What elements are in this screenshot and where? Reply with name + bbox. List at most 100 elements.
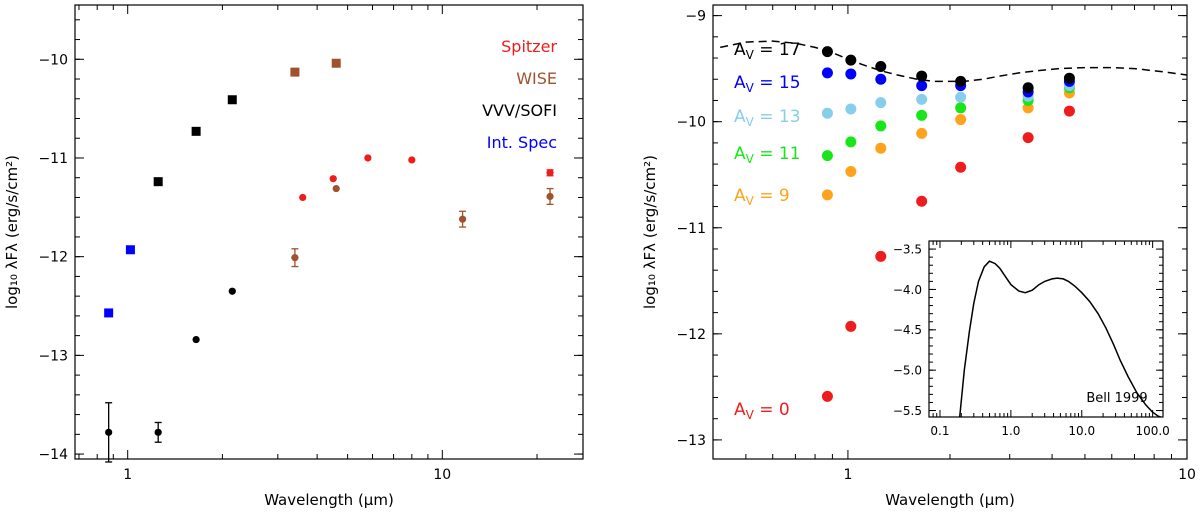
data-point [332,184,340,193]
data-point [154,428,162,436]
data-point [125,245,135,255]
data-point [331,58,341,68]
series-label-subscript: V [746,194,755,208]
series-label-value: = 13 [754,107,801,127]
data-point [916,109,928,121]
data-point [821,390,833,402]
y-axis-label: log₁₀ λFλ (erg/s/cm²) [641,155,659,309]
series-label-text: A [734,144,746,164]
data-point [192,335,200,344]
data-point [845,166,857,178]
data-point [191,126,201,136]
data-point [1022,132,1034,144]
legend-entry-spitzer: Spitzer [501,37,557,56]
y-axis-label: log₁₀ λFλ (erg/s/cm²) [3,155,21,309]
y-tick-label: −10 [676,115,706,131]
data-point [364,154,372,162]
y-tick-label: −11 [676,221,706,237]
x-tick-label: 10 [1178,467,1196,483]
data-point [153,177,163,187]
data-point [546,169,554,177]
data-point [227,95,237,105]
series-label-value: = 17 [754,40,801,60]
series-spitzer-points [299,154,554,202]
data-point [546,192,554,201]
data-point [408,156,416,164]
y-tick-label: −12 [38,250,68,266]
series-vvv-sofi-squares [153,95,237,187]
y-tick-label: −12 [676,327,706,343]
inset-chart: 0.1 1.0 10.0 100.0 −3.5 −4.0 −4.5 −5.0 −5.5 Bell … [893,240,1170,438]
data-point [821,46,833,58]
series-a-v-17 [821,46,1075,94]
plot-frame [928,240,1164,418]
data-point [916,195,928,207]
data-point [845,320,857,332]
data-point [875,61,887,73]
data-point [458,215,467,223]
data-point [290,67,300,77]
inset-background [929,241,1163,417]
y-tick-label: −4.0 [893,283,922,297]
x-tick-label: 1 [843,467,852,483]
series-label-subscript: V [746,408,755,422]
data-point [228,287,236,295]
legend-entry-vvv-sofi: VVV/SOFI [482,101,557,120]
data-point [875,142,887,154]
x-tick-label: 10.0 [1068,424,1095,438]
series-label-a-v-9: AV = 9 [734,186,790,208]
series-label-value: = 9 [754,186,790,206]
data-point [845,68,857,80]
data-point [104,308,114,318]
x-tick-label: 0.1 [930,424,949,438]
data-point [875,250,887,262]
y-tick-label: −9 [685,9,706,25]
data-point [1063,105,1075,117]
inset-title: Bell 1999 [1086,391,1147,406]
data-point [916,70,928,82]
data-point [875,120,887,132]
series-int-spec-squares [104,245,135,318]
data-point [821,189,833,201]
series-vvv-sofi-points [105,287,236,463]
data-point [955,91,967,103]
data-point [329,175,337,183]
series-wise-squares [290,58,341,77]
data-point [821,107,833,119]
data-point [1063,72,1075,84]
data-point [955,161,967,173]
series-a-v-15 [821,67,1075,98]
data-point [916,80,928,92]
y-tick-label: −5.5 [893,404,922,418]
series-a-v-13 [821,80,1075,119]
series-label-value: = 15 [754,73,801,93]
right-chart-panel: 1 10 −9 −10 −11 −12 −13 Wavelength (μm) log₁₀ λF… [641,4,1196,509]
series-label-value: = 0 [754,400,790,420]
x-axis-label: Wavelength (μm) [885,491,1015,509]
series-label-text: A [734,186,746,206]
series-label-a-v-0: AV = 0 [734,400,790,422]
series-label-a-v-11: AV = 11 [734,144,801,166]
y-tick-label: −13 [38,348,68,364]
series-label-subscript: V [746,48,755,62]
x-tick-label: 100.0 [1135,424,1169,438]
data-point [845,54,857,66]
data-point [299,193,307,202]
series-label-subscript: V [746,152,755,166]
left-chart-panel: 1 10 −10 −11 −12 −13 −14 Wavelength (μm) log₁₀ λ… [3,4,584,509]
data-point [875,97,887,109]
y-tick-label: −13 [676,433,706,449]
series-label-text: A [734,107,746,127]
data-point [821,150,833,162]
series-label-a-v-17: AV = 17 [734,40,801,62]
series-a-v-0 [821,105,1075,402]
data-point [916,93,928,105]
y-tick-label: −11 [38,151,68,167]
inset-curve [958,260,1161,417]
y-tick-label: −3.5 [893,242,922,256]
series-label-a-v-15: AV = 15 [734,73,801,95]
x-tick-label: 1 [123,467,132,483]
data-point [955,102,967,114]
y-tick-label: −10 [38,52,68,68]
